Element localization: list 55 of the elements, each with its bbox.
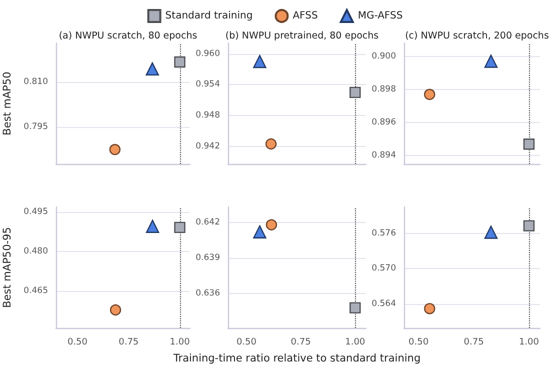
x-tick-label: 0.50	[67, 338, 88, 348]
x-tick-label: 0.50	[236, 338, 257, 348]
point	[523, 220, 535, 232]
point	[265, 138, 277, 150]
y-tick-label: 0.900	[372, 51, 396, 62]
y-tick-label: 0.636	[196, 288, 220, 299]
point	[523, 138, 535, 150]
point	[484, 54, 498, 68]
x-tick-label: 0.75	[118, 338, 139, 348]
point	[174, 222, 186, 234]
x-tick-label: 0.75	[290, 338, 311, 348]
point	[350, 86, 361, 98]
y-tick-label: 0.564	[372, 298, 396, 309]
x-axis-title: Training-time ratio relative to standard training	[172, 352, 421, 364]
y-tick-label: 0.948	[196, 110, 220, 121]
y-tick-label: 0.642	[196, 217, 220, 228]
y-axis-title: Best mAP50-95	[2, 227, 14, 308]
point	[484, 226, 498, 239]
point	[266, 219, 278, 230]
y-tick-label: 0.896	[372, 118, 396, 128]
point	[424, 303, 436, 314]
y-axis-title: Best mAP50	[2, 72, 14, 136]
y-tick-label: 0.942	[196, 141, 220, 152]
point	[424, 88, 436, 100]
chart-title: (b) NWPU pretrained, 80 epochs	[225, 30, 379, 42]
point	[350, 302, 361, 314]
chart-title: (a) NWPU scratch, 80 epochs	[58, 30, 198, 42]
x-tick-label: 1.00	[170, 338, 190, 348]
y-tick-label: 0.480	[24, 246, 48, 257]
x-tick-label: 1.00	[518, 338, 540, 348]
point	[174, 56, 186, 68]
y-tick-label: 0.954	[196, 80, 220, 90]
y-tick-label: 0.639	[196, 253, 220, 264]
legend-label: Standard training	[165, 10, 253, 22]
legend-label: AFSS	[292, 10, 318, 22]
y-tick-label: 0.894	[372, 150, 396, 161]
x-tick-label: 0.75	[464, 338, 484, 348]
x-tick-label: 0.50	[408, 338, 429, 348]
y-tick-label: 0.465	[24, 286, 48, 296]
y-tick-label: 0.570	[372, 264, 396, 274]
point	[109, 144, 121, 156]
point	[253, 225, 266, 239]
chart-title: (c) NWPU scratch, 200 epochs	[405, 30, 549, 42]
point	[146, 220, 160, 233]
y-tick-label: 0.495	[24, 207, 48, 218]
point	[253, 54, 266, 68]
y-tick-label: 0.898	[372, 84, 396, 94]
y-tick-label: 0.810	[24, 76, 48, 87]
x-tick-label: 1.00	[345, 338, 366, 348]
y-tick-label: 0.576	[372, 228, 396, 238]
y-tick-label: 0.795	[24, 122, 48, 132]
point	[146, 62, 159, 76]
point	[110, 304, 122, 316]
legend-label: MG-AFSS	[358, 10, 403, 22]
y-tick-label: 0.960	[196, 48, 220, 59]
